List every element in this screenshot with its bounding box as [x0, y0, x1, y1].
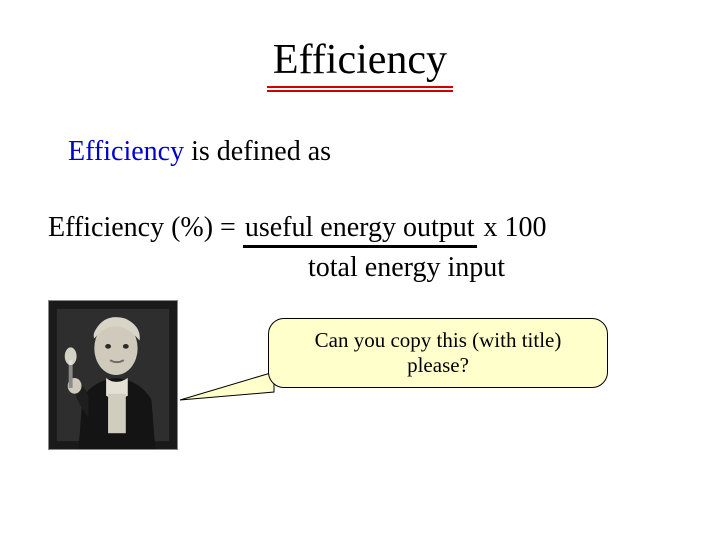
definition-line: Efficiency is defined as	[68, 136, 331, 168]
callout-text: Can you copy this (with title) please?	[283, 328, 593, 378]
definition-highlight: Efficiency	[68, 136, 184, 167]
formula-lhs: Efficiency (%) =	[48, 212, 243, 243]
formula-line1: Efficiency (%) = useful energy output x …	[48, 212, 547, 248]
person-photo	[48, 300, 178, 450]
definition-rest: is defined as	[184, 136, 331, 167]
formula-numerator: useful energy output	[243, 212, 477, 248]
formula-block: Efficiency (%) = useful energy output x …	[48, 212, 547, 284]
formula-denominator: total energy input	[308, 252, 547, 284]
page-title: Efficiency	[267, 36, 453, 92]
callout-bubble: Can you copy this (with title) please?	[268, 318, 608, 388]
callout-tail	[178, 370, 278, 410]
formula-times100: x 100	[477, 212, 547, 243]
title-container: Efficiency	[0, 36, 720, 92]
